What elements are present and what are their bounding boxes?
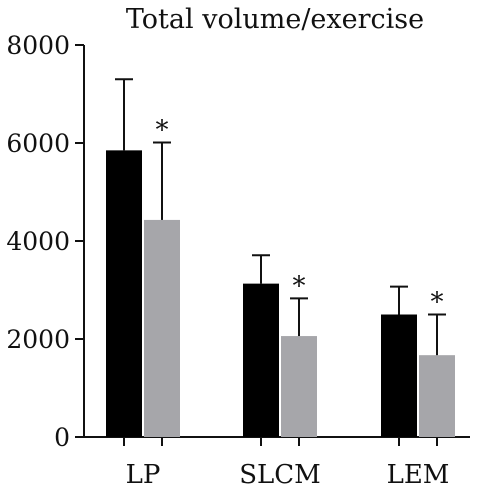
chart-title: Total volume/exercise: [126, 4, 424, 35]
bar-lem-series-1: [381, 314, 417, 437]
y-tick-label-4000: 4000: [6, 227, 70, 256]
bar-slcm-series-1: [243, 283, 279, 437]
bar-lp-series-2: [144, 219, 180, 437]
significance-marker-lp: *: [156, 116, 169, 146]
bar-lem-series-2: [419, 355, 455, 437]
bar-lp-series-1: [106, 150, 142, 437]
y-tick-label-2000: 2000: [6, 325, 70, 354]
x-tick-label-lp: LP: [126, 460, 161, 490]
x-tick-label-slcm: SLCM: [239, 460, 321, 490]
y-tick-label-8000: 8000: [6, 31, 70, 60]
significance-marker-lem: *: [431, 288, 444, 318]
bar-slcm-series-2: [281, 336, 317, 437]
x-tick-label-lem: LEM: [387, 460, 450, 490]
significance-marker-slcm: *: [293, 271, 306, 301]
y-tick-label-0: 0: [54, 423, 70, 452]
y-tick-label-6000: 6000: [6, 129, 70, 158]
